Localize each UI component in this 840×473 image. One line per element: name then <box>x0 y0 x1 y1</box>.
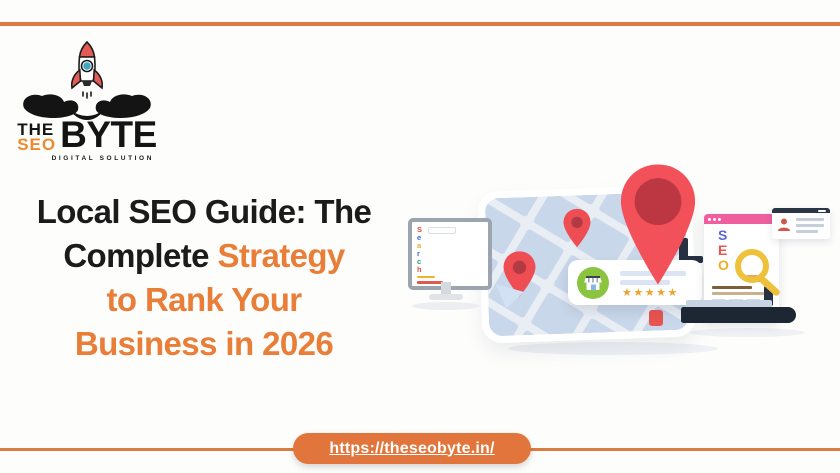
map-pin-small-icon <box>503 251 536 297</box>
avatar-icon <box>778 218 790 231</box>
profile-id-card <box>772 208 830 239</box>
headline-line-2-orange: Strategy <box>217 237 345 274</box>
page-title: Local SEO Guide: The Complete Strategy t… <box>8 190 400 366</box>
brand-tagline: DIGITAL SOLUTION <box>51 155 154 162</box>
search-input-shape <box>428 227 457 234</box>
headline-line-2: Complete Strategy <box>8 234 400 278</box>
browser-title-bar <box>704 214 779 224</box>
headline-line-4: Business in 2026 <box>74 325 334 362</box>
id-card-text-line <box>796 218 824 221</box>
laptop-shadow <box>690 328 805 337</box>
website-url-text: https://theseobyte.in/ <box>329 439 495 457</box>
website-url-pill[interactable]: https://theseobyte.in/ <box>293 433 531 464</box>
star-rating: ★★★★★ <box>622 287 679 299</box>
brand-word-the: THE <box>17 120 55 139</box>
review-text-line <box>620 280 670 285</box>
brand-logo: THE SEO BYTE DIGITAL SOLUTION <box>14 40 160 162</box>
smoke-clouds-icon <box>23 94 151 120</box>
headline-line-3: to Rank Your <box>106 281 302 318</box>
monitor-shadow <box>412 302 480 310</box>
id-card-header-dash <box>818 209 826 212</box>
storefront-icon <box>584 276 602 290</box>
top-divider-line <box>0 22 840 26</box>
tablet-corner-shape <box>679 238 688 264</box>
storefront-badge <box>577 267 609 299</box>
red-chip-shape <box>649 310 663 326</box>
map-shadow <box>508 342 718 355</box>
brand-word-seo: SEO <box>17 135 57 154</box>
search-underline <box>417 276 435 278</box>
headline-line-2-dark: Complete <box>63 237 218 274</box>
monitor-stand <box>441 282 451 294</box>
blue-triangle-accent <box>496 284 524 308</box>
id-card-header <box>772 208 830 213</box>
id-card-text-line <box>796 224 824 227</box>
map-pin-small-icon <box>563 208 591 248</box>
id-card-text-line <box>796 230 818 233</box>
brand-word-byte: BYTE <box>60 114 157 155</box>
laptop-keyboard-strip <box>686 300 772 308</box>
monitor-base <box>429 294 463 300</box>
laptop-hinge <box>764 286 773 306</box>
laptop-base <box>681 307 796 323</box>
rocket-icon <box>70 40 104 99</box>
tablet-corner-shape <box>679 256 703 263</box>
brand-wordmark: THE SEO BYTE <box>14 114 160 155</box>
headline-line-1: Local SEO Guide: The <box>36 193 372 230</box>
map-pin-icon <box>620 164 696 285</box>
business-review-card: ★★★★★ <box>568 260 702 305</box>
